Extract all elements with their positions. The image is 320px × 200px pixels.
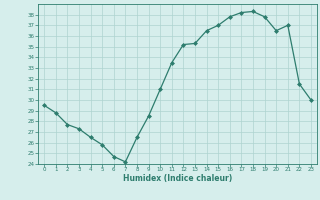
X-axis label: Humidex (Indice chaleur): Humidex (Indice chaleur) <box>123 174 232 183</box>
